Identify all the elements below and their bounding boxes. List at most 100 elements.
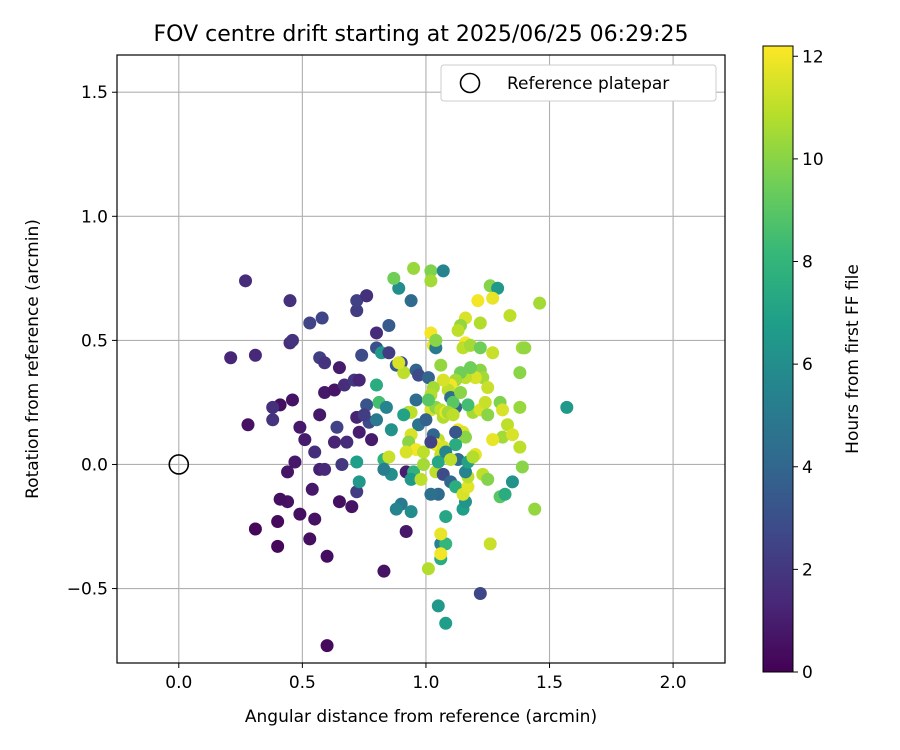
data-point <box>303 532 317 546</box>
data-point <box>560 400 574 414</box>
data-point <box>404 505 418 519</box>
data-point <box>285 333 299 347</box>
data-point <box>293 420 307 434</box>
data-point <box>424 264 438 278</box>
data-point <box>248 522 262 536</box>
data-point <box>429 333 443 347</box>
y-axis-ticks: −0.5 0.0 0.5 1.0 1.5 <box>67 83 117 600</box>
data-point <box>404 294 418 308</box>
data-point <box>370 413 384 427</box>
data-point <box>407 261 421 275</box>
data-point <box>444 453 458 467</box>
data-point <box>501 418 515 432</box>
y-tick-label: 0.0 <box>81 455 108 475</box>
data-point <box>468 371 482 385</box>
data-point <box>461 480 475 494</box>
data-point <box>288 455 302 469</box>
data-point <box>392 281 406 295</box>
grid-lines <box>117 55 725 663</box>
data-point <box>449 438 463 452</box>
y-tick-label: 1.5 <box>81 83 108 103</box>
data-point <box>481 472 495 486</box>
data-point <box>318 386 332 400</box>
data-point <box>298 433 312 447</box>
data-point <box>241 418 255 432</box>
data-point <box>471 294 485 308</box>
reference-point-marker <box>168 454 190 475</box>
data-point <box>377 564 391 578</box>
data-point <box>355 348 369 362</box>
data-point <box>370 378 384 392</box>
data-point <box>463 338 477 352</box>
data-point <box>518 341 532 355</box>
data-point <box>409 393 423 407</box>
data-point <box>439 616 453 630</box>
data-point <box>486 433 500 447</box>
data-point <box>498 487 512 501</box>
data-point <box>305 482 319 496</box>
data-point <box>308 445 322 459</box>
legend-reference-marker <box>459 72 481 94</box>
data-point <box>473 587 487 601</box>
x-tick-label: 1.5 <box>536 673 563 693</box>
colorbar-tick-label: 6 <box>802 355 813 375</box>
data-point <box>335 457 349 471</box>
colorbar-gradient <box>762 45 794 673</box>
data-point <box>365 433 379 447</box>
data-point <box>397 408 411 422</box>
data-point <box>513 366 527 380</box>
data-point <box>414 472 428 486</box>
data-point <box>434 547 448 561</box>
data-point <box>486 291 500 305</box>
data-point <box>496 403 510 417</box>
data-point <box>446 395 460 409</box>
data-point <box>224 351 238 365</box>
data-point <box>370 326 384 340</box>
data-point <box>320 549 334 563</box>
data-point <box>446 408 460 422</box>
colorbar-ticks: 0 2 4 6 8 10 12 <box>793 47 824 683</box>
data-point <box>266 400 280 414</box>
data-point <box>436 373 450 387</box>
y-tick-label: −0.5 <box>67 580 108 600</box>
data-point <box>327 383 341 397</box>
data-point <box>424 487 438 501</box>
data-point <box>412 368 426 382</box>
legend: Reference platepar <box>440 64 717 102</box>
data-point <box>352 373 366 387</box>
data-point <box>424 435 438 449</box>
data-point <box>454 386 468 400</box>
data-point <box>496 430 510 444</box>
data-point <box>303 316 317 330</box>
data-point <box>273 492 287 506</box>
data-point <box>330 420 344 434</box>
data-point <box>419 413 433 427</box>
data-point <box>473 316 487 330</box>
data-point <box>439 537 453 551</box>
x-axis-ticks: 0.0 0.5 1.0 1.5 2.0 <box>165 663 687 693</box>
data-point <box>421 393 435 407</box>
data-point <box>505 428 519 442</box>
data-point <box>486 346 500 360</box>
data-point <box>281 465 295 479</box>
legend-entry-label: Reference platepar <box>507 74 669 94</box>
data-point <box>313 408 327 422</box>
data-point <box>503 309 517 323</box>
data-point <box>451 323 465 337</box>
data-point <box>352 425 366 439</box>
data-point <box>399 445 413 459</box>
data-point <box>379 400 393 414</box>
data-point <box>421 371 435 385</box>
data-point <box>357 408 371 422</box>
data-point <box>416 457 430 471</box>
legend-box <box>440 64 717 102</box>
colorbar-tick-label: 2 <box>802 560 813 580</box>
data-points <box>224 261 574 653</box>
data-point <box>350 455 364 469</box>
data-point <box>377 462 391 476</box>
data-point <box>392 356 406 370</box>
data-point <box>360 289 374 303</box>
data-point <box>404 472 418 486</box>
data-point <box>318 462 332 476</box>
data-point <box>283 294 297 308</box>
